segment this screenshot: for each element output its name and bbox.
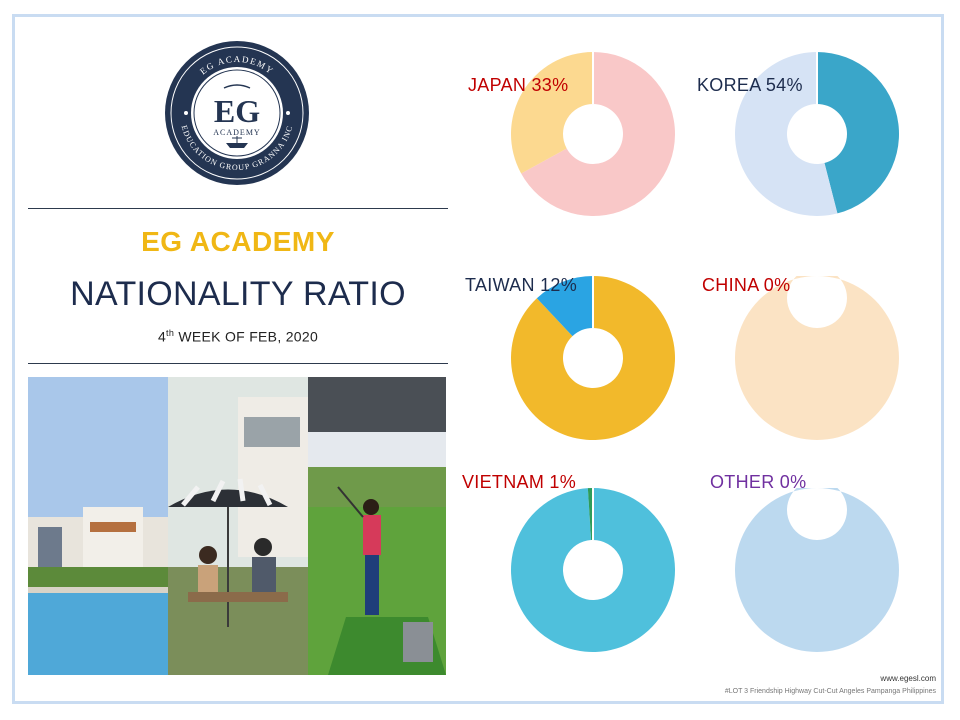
brand-title: EG ACADEMY [141,226,335,257]
donut-korea-rest [817,52,899,214]
label-other: OTHER 0% [710,472,807,492]
slide-frame [12,14,944,704]
donut-vietnam-slice [587,488,593,541]
eg-academy-logo: EG ACADEMY EDUCATION GROUP GRANNA INC EG… [165,41,309,185]
logo-center-small: ACADEMY [213,128,260,137]
donut-japan-rest [521,52,675,216]
campus-photo-collage [28,377,446,675]
donut-taiwan-slice [536,276,593,337]
donut-vietnam [511,488,675,652]
photo-golf-range [308,377,446,675]
donut-vietnam-rest [511,488,675,652]
label-china: CHINA 0% [702,275,791,295]
donut-other-rest [735,488,899,652]
photo-pool-building [28,377,168,675]
logo-center-big: EG [214,93,260,129]
donut-korea [735,52,899,216]
label-taiwan: TAIWAN 12% [465,275,578,295]
label-japan: JAPAN 33% [468,75,569,95]
donut-japan [511,52,675,216]
donut-korea-slice [735,52,838,216]
divider-top [28,208,448,209]
donut-china [735,276,899,440]
website-url[interactable]: www.egesl.com [880,674,936,683]
page-title: NATIONALITY RATIO [70,275,406,313]
label-korea: KOREA 54% [697,75,803,95]
address-text: #LOT 3 Friendship Highway Cut-Cut Angele… [724,688,936,695]
photo-umbrella-students [168,377,308,675]
donut-other [735,488,899,652]
week-subtitle: 4th WEEK OF FEB, 2020 [157,328,319,345]
donut-taiwan [511,276,675,440]
donut-japan-slice [511,52,593,174]
divider-bottom [28,363,448,364]
donut-taiwan-rest [511,276,675,440]
donut-china-rest [735,276,899,440]
label-vietnam: VIETNAM 1% [462,472,577,492]
